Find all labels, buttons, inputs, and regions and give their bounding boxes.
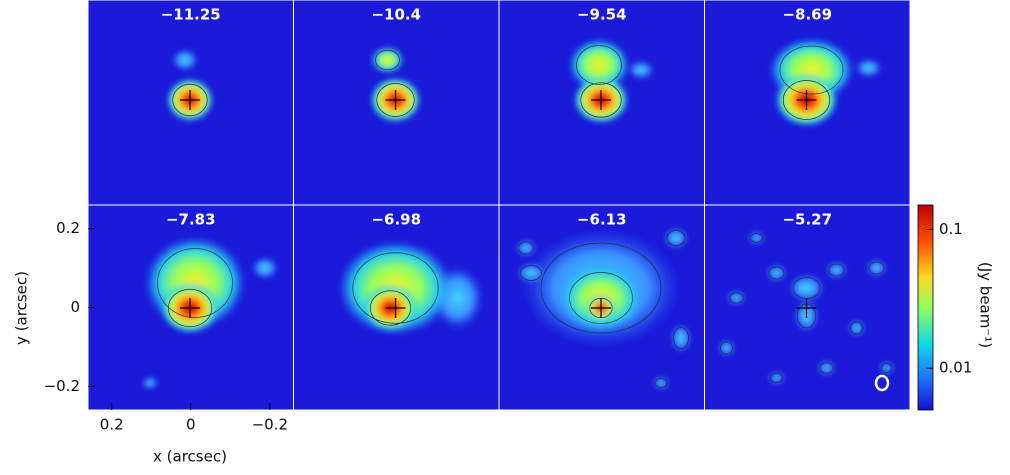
emission-blob xyxy=(855,59,882,77)
emission-blob xyxy=(664,228,688,248)
emission-blob xyxy=(371,47,404,73)
panel-label: −6.98 xyxy=(371,211,421,229)
emission-blob xyxy=(788,274,825,302)
panel xyxy=(88,0,294,205)
contour xyxy=(172,83,208,117)
contour xyxy=(576,45,622,85)
panel-label: −10.4 xyxy=(371,6,421,24)
contour xyxy=(850,321,863,335)
y-axis-label: y (arcsec) xyxy=(13,271,31,345)
contour xyxy=(720,341,733,355)
contour xyxy=(569,272,633,324)
emission-blob xyxy=(671,324,691,352)
contour xyxy=(666,230,686,246)
y-tick-label: 0.2 xyxy=(56,219,80,237)
contour xyxy=(540,242,662,334)
emission-blob xyxy=(848,320,865,336)
contour xyxy=(167,288,213,328)
panel xyxy=(293,0,499,205)
contour xyxy=(520,265,542,281)
x-tick-label: 0 xyxy=(186,416,196,434)
panel xyxy=(704,0,910,205)
panel-label: −5.27 xyxy=(782,211,832,229)
emission xyxy=(516,228,691,389)
contour xyxy=(580,82,622,118)
colorbar-label: (Jy beam⁻¹) xyxy=(977,262,995,348)
emission-blob xyxy=(866,260,887,276)
contour xyxy=(518,241,534,255)
contour xyxy=(819,362,834,374)
panel-label: −11.25 xyxy=(161,6,221,24)
panel-label: −9.54 xyxy=(577,6,627,24)
contour xyxy=(750,233,763,243)
panel xyxy=(704,205,910,410)
x-tick-label: 0.2 xyxy=(100,416,124,434)
emission-blob xyxy=(826,262,847,278)
panel-label: −6.13 xyxy=(577,211,627,229)
y-tick-label: 0 xyxy=(70,298,80,316)
emission-blob xyxy=(569,39,629,91)
contour xyxy=(768,266,785,280)
contour xyxy=(770,373,783,383)
contour xyxy=(673,327,689,349)
emission-blob xyxy=(516,240,536,256)
y-tick-label: −0.2 xyxy=(44,377,80,395)
contour xyxy=(157,248,233,318)
panel xyxy=(499,0,705,205)
emission-blob xyxy=(252,257,278,279)
emission-blob xyxy=(718,340,735,356)
x-tick-label: −0.2 xyxy=(252,416,288,434)
contour xyxy=(868,261,885,275)
emission-blob xyxy=(517,263,545,283)
contour xyxy=(376,83,415,117)
emission-blob xyxy=(172,49,198,71)
emission-blob xyxy=(142,377,158,389)
contour xyxy=(782,80,831,120)
contour xyxy=(729,292,744,304)
emission-blob xyxy=(628,61,654,79)
emission xyxy=(338,241,484,335)
emission-blob xyxy=(766,265,787,281)
panel xyxy=(88,205,294,410)
contour xyxy=(654,378,668,388)
colorbar xyxy=(917,204,934,411)
x-axis-label: x (arcsec) xyxy=(153,448,227,466)
colorbar-tick-label: 0.1 xyxy=(939,220,963,238)
colorbar-tick-label: 0.01 xyxy=(939,359,972,377)
contour xyxy=(375,49,400,71)
contour xyxy=(828,263,845,277)
contour xyxy=(352,252,439,324)
panel xyxy=(499,205,705,410)
panel-label: −7.83 xyxy=(166,211,216,229)
panel xyxy=(293,205,499,410)
panel-label: −8.69 xyxy=(782,6,832,24)
contour xyxy=(779,45,844,95)
contour xyxy=(369,290,412,326)
beam xyxy=(874,374,890,392)
contour xyxy=(880,363,893,373)
